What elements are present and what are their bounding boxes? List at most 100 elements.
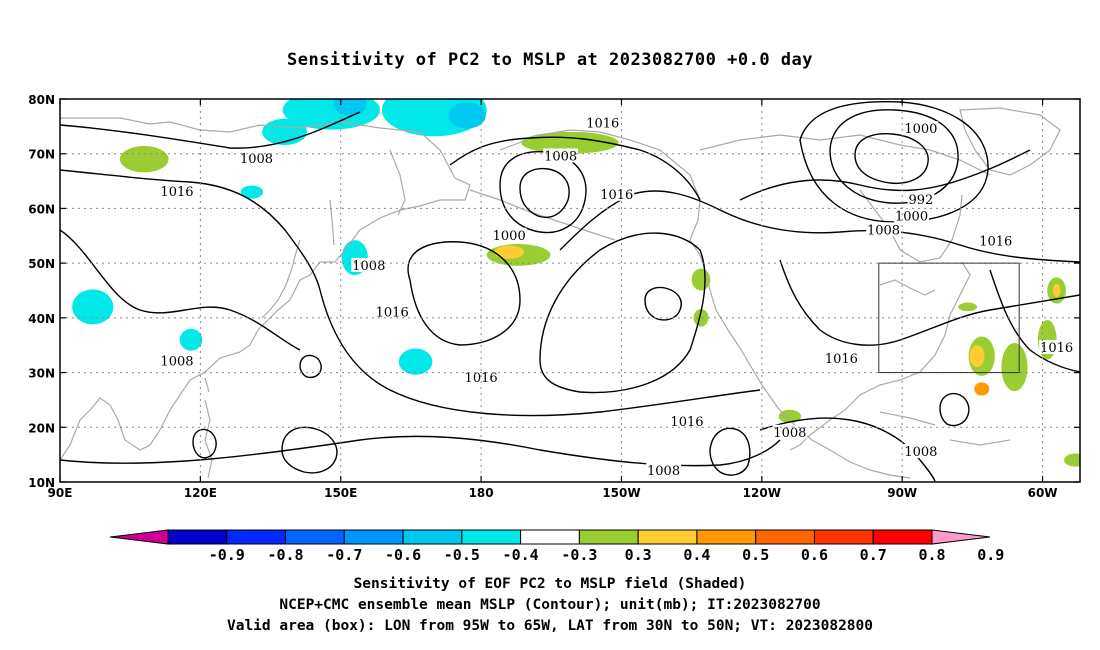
contour-label: 1008 [352,259,385,274]
coast-kamchatka [389,149,406,216]
coast-us-east [844,261,971,411]
contour-label: 1000 [904,122,937,137]
colorbar-box [461,529,522,545]
colorbar-label: 0.5 [742,546,769,564]
contour-1008-south-pacific [60,435,781,467]
contour-label: 1000 [493,229,526,244]
contour-label-bg [669,413,705,428]
lat-lon-grid [60,99,1080,482]
contour-1008-low-2 [799,101,989,223]
lat-label: 60N [28,202,55,216]
contour-label-bg [866,222,901,237]
colorbar-box [520,529,580,545]
colorbar-label: 0.9 [977,546,1004,564]
coast-hudson-bay [859,189,963,263]
colorbar-label: 0.3 [625,546,652,564]
lon-label: 60W [1028,486,1058,500]
contour-1008-small-low-4 [709,427,751,476]
colorbar-box [872,529,933,545]
contour-label: 1016 [979,234,1012,249]
contour-label: 1008 [904,445,937,460]
colorbar-label: -0.3 [561,546,597,564]
colorbar-label: 0.4 [683,546,710,564]
colorbar-box [813,529,874,545]
contour-label-bg [894,208,929,223]
coast-great-lakes [879,279,936,296]
colorbar-label: -0.5 [444,546,480,564]
coast-taiwan [204,377,210,393]
contour-1008-north [60,111,361,149]
shaded-region [398,348,433,375]
lon-label: 150W [602,486,640,500]
caption-line-2: NCEP+CMC ensemble mean MSLP (Contour); u… [279,597,821,613]
contour-label: 1008 [240,152,273,167]
contour-label: 1016 [1040,341,1073,356]
contour-label-bg [585,115,621,130]
contour-992-low-2 [854,133,929,185]
caption-line-1: Sensitivity of EOF PC2 to MSLP field (Sh… [353,576,747,592]
coast-gulf-mexico [789,409,846,451]
contour-label-bg [543,148,579,163]
shaded-region [778,409,802,423]
shaded-region [333,99,367,116]
contour-1016-asia [60,169,321,291]
lon-label: 180 [469,486,494,500]
colorbar-label: -0.7 [326,546,362,564]
contour-1008-small-low-2 [939,392,970,427]
shaded-region [958,302,978,312]
colorbar-label: 0.8 [918,546,945,564]
shaded-region [494,245,525,259]
colorbar-box [637,529,698,545]
lat-label: 50N [28,257,55,271]
contour-1016-bering [449,136,701,201]
colorbar-triangle-low [109,529,169,545]
coast-cuba [879,411,936,426]
contour-label: 1008 [647,464,680,479]
contour-label-bg [903,443,939,458]
coast-philippines [204,399,213,479]
contour-label: 1016 [376,305,409,320]
contour-label: 1008 [773,426,806,441]
lon-label: 150E [324,486,357,500]
contour-label-bg [599,186,635,201]
shaded-region [1001,343,1028,392]
shaded-region [448,102,486,129]
colorbar-label: -0.9 [209,546,245,564]
colorbar-box [226,529,287,545]
coast-asia [60,117,471,461]
lat-label: 20N [28,421,55,435]
lat-label: 10N [28,476,55,490]
coast-greenland [959,107,1061,176]
shaded-region [1064,453,1080,467]
lon-label: 90W [887,486,917,500]
coast-sakhalin [329,199,335,246]
colorbar: -0.9 -0.8 -0.7 -0.6 -0.5 -0.4 -0.3 0.3 0.4 0.5 0.6… [109,529,1004,564]
map-frame [59,98,1081,483]
contour-1016-central [539,232,706,394]
valid-area-rect [878,262,1020,374]
caption: Sensitivity of EOF PC2 to MSLP field (Sh… [0,574,1100,637]
contour-1016-inner-high [407,241,521,346]
contour-1008-small-low-5 [644,286,682,321]
contour-1000-low-1 [519,167,570,218]
lon-label: 120E [184,486,217,500]
contour-1008-philippines-low [192,428,217,459]
contour-1008-east [739,149,1031,201]
shaded-region [1052,283,1061,298]
contour-1016-pacific-high [319,289,761,417]
contour-label: 1016 [670,415,703,430]
contour-label-bg [646,463,681,478]
coastlines [60,107,1061,479]
contour-label: 1008 [160,355,193,370]
colorbar-triangle-high [931,529,991,545]
colorbar-label: 0.7 [860,546,887,564]
coast-canada-north [699,134,991,176]
contour-label: 1016 [160,185,193,200]
contour-1008-south-america [759,417,936,482]
colorbar-label: -0.6 [385,546,421,564]
colorbar-label: 0.6 [801,546,828,564]
contour-label-bg [772,424,808,439]
contour-1016-atlantic [989,269,1080,373]
colorbar-box [755,529,815,545]
